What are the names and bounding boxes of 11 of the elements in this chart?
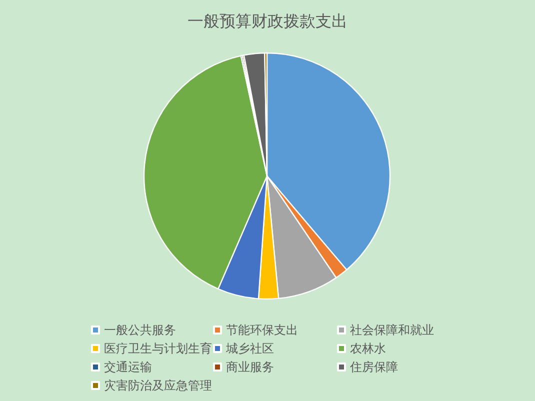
legend-label: 住房保障 xyxy=(349,360,398,374)
legend-label: 医疗卫生与计划生育 xyxy=(104,342,212,356)
legend-label: 一般公共服务 xyxy=(104,323,176,337)
legend-label: 灾害防治及应急管理 xyxy=(104,378,212,392)
legend-label: 交通运输 xyxy=(104,360,152,374)
legend-label: 社会保障和就业 xyxy=(350,323,434,337)
legend-label: 城乡社区 xyxy=(225,342,274,356)
legend-label: 农林水 xyxy=(350,342,386,356)
legend-label: 节能环保支出 xyxy=(226,323,298,337)
legend-label: 商业服务 xyxy=(226,360,274,374)
chart-title: 一般预算财政拨款支出 xyxy=(188,12,348,30)
